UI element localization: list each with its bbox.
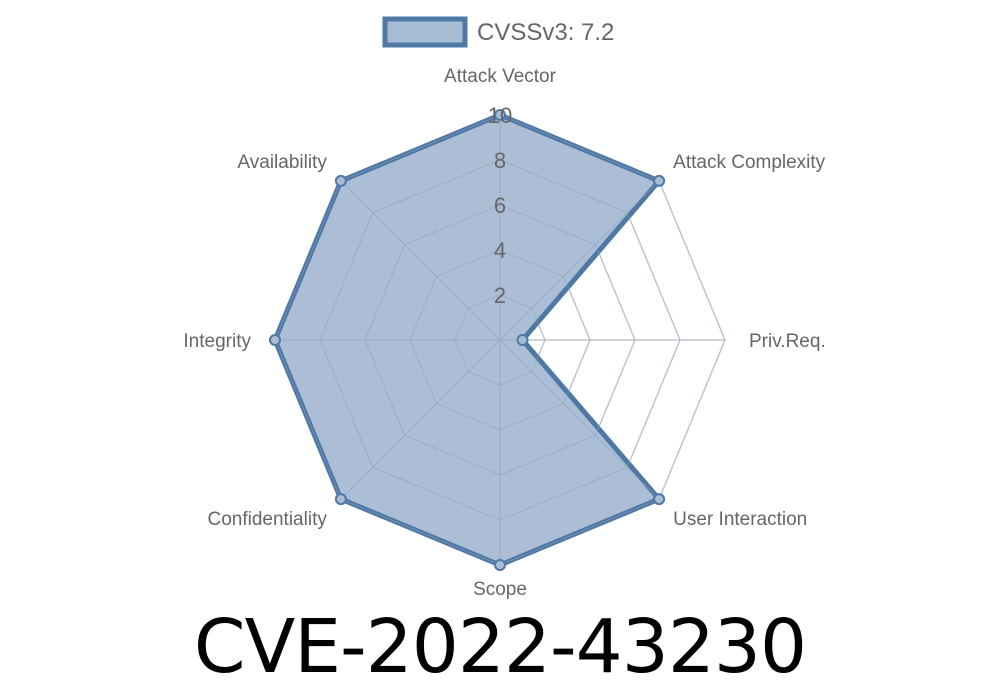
data-point [516, 334, 529, 346]
axis-label: Attack Complexity [673, 152, 826, 173]
axis-label: Integrity [183, 331, 251, 352]
grid-ring-overlay [364, 204, 636, 476]
data-point [494, 559, 506, 571]
axis-label: Availability [237, 152, 327, 173]
axis-label: Confidentiality [208, 509, 328, 530]
data-point [653, 493, 666, 506]
legend-swatch [382, 16, 468, 48]
page-title: CVE-2022-43230 [193, 604, 807, 690]
grid-ring-overlay [409, 249, 591, 431]
axis-label: Scope [473, 579, 527, 600]
axis-label: Priv.Req. [749, 331, 826, 352]
data-point [334, 493, 347, 506]
tick-label: 4 [494, 238, 506, 263]
data-point [269, 334, 281, 346]
data-point [494, 109, 506, 121]
data-point [653, 174, 666, 187]
grid-spoke-overlay [340, 180, 501, 341]
axis-label: Attack Vector [444, 66, 557, 87]
axis-label: User Interaction [673, 509, 807, 530]
grid-ring-overlay [319, 159, 681, 521]
grid-spoke-overlay [499, 180, 660, 341]
tick-label: 2 [494, 283, 506, 308]
tick-label: 8 [494, 148, 506, 173]
grid-spoke-overlay [340, 339, 501, 500]
grid-ring-overlay [454, 294, 546, 386]
tick-label: 6 [494, 193, 506, 218]
tick-label: 10 [488, 103, 512, 128]
data-point [334, 174, 347, 187]
grid-spoke-overlay [499, 339, 660, 500]
legend-label: CVSSv3: 7.2 [477, 19, 614, 46]
